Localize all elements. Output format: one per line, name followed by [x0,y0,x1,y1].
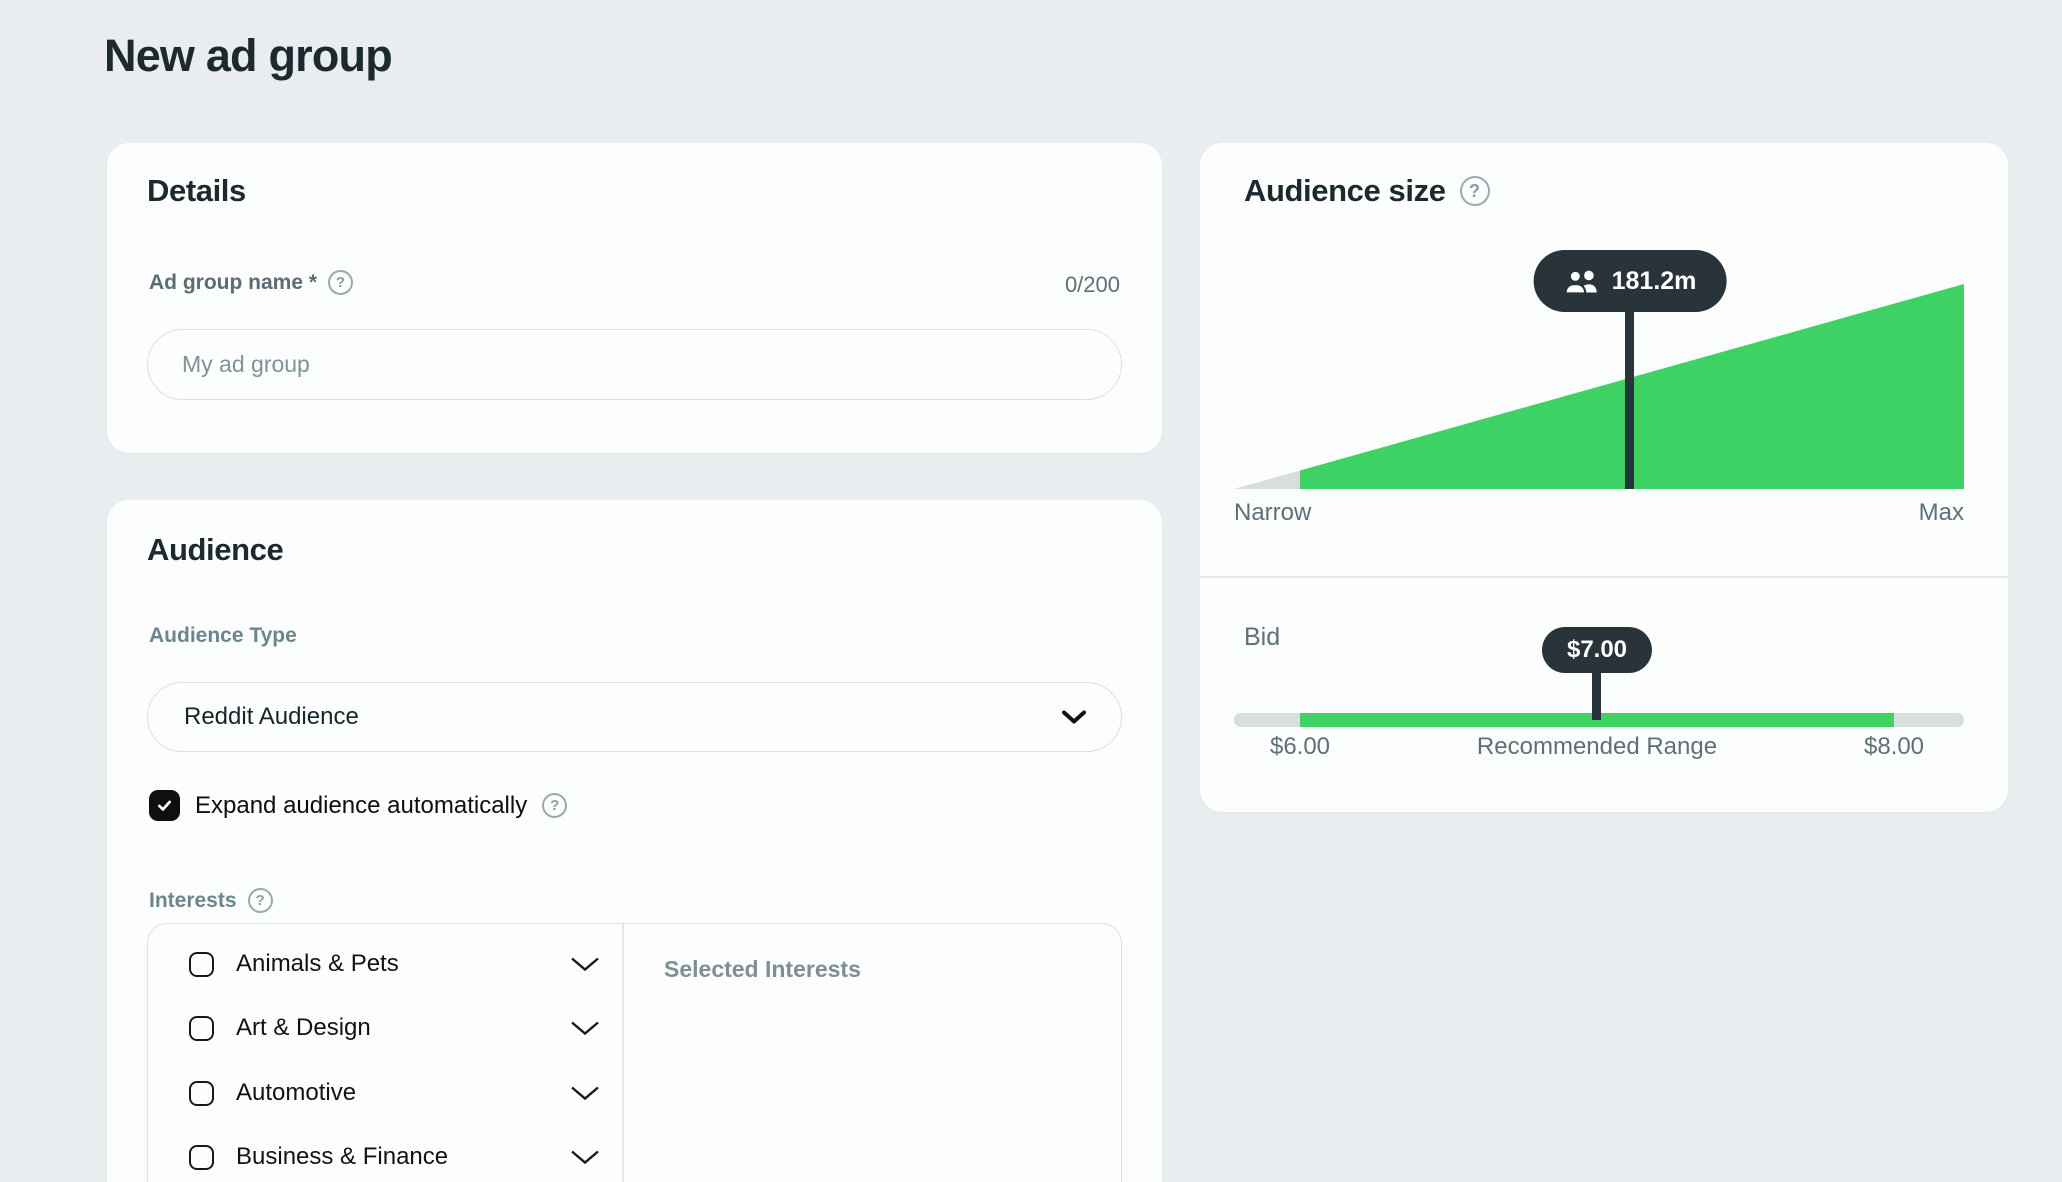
expand-audience-label: Expand audience automatically [195,791,528,819]
wedge-right-label: Max [1918,499,1964,526]
audience-card-title: Audience [147,532,284,567]
details-card: Details Ad group name * ? 0/200 [107,143,1162,453]
interest-label: Art & Design [236,1014,371,1041]
help-icon[interactable]: ? [542,793,568,818]
details-card-title: Details [147,173,246,208]
help-icon[interactable]: ? [247,888,273,913]
checkbox-unchecked-icon[interactable] [189,951,214,977]
adgroup-name-label: Ad group name * [149,270,318,294]
interest-row-animals-pets[interactable]: Animals & Pets [148,932,622,996]
interest-label: Automotive [236,1079,357,1106]
chevron-down-icon[interactable] [570,1086,600,1101]
chevron-down-icon[interactable] [570,957,600,972]
audience-card: Audience Audience Type Reddit Audience E… [107,500,1162,1182]
bid-label: Bid [1244,623,1281,651]
bid-value-pill: $7.00 [1541,627,1653,673]
interest-label: Animals & Pets [236,950,399,977]
audience-size-heading-row: Audience size ? [1244,173,1490,209]
bid-range-label: Recommended Range [1476,733,1718,760]
help-icon[interactable]: ? [328,270,354,295]
bid-recommended-range-bar [1300,713,1894,727]
chevron-down-icon[interactable] [570,1150,600,1165]
expand-audience-checkbox-row[interactable]: Expand audience automatically ? [149,790,568,821]
selected-interests-header: Selected Interests [664,956,861,982]
bid-min-label: $6.00 [1269,733,1331,760]
audience-size-marker[interactable] [1625,311,1634,489]
checkbox-unchecked-icon[interactable] [189,1144,214,1170]
audience-size-value-pill: 181.2m [1533,250,1727,312]
char-counter: 0/200 [1064,272,1120,297]
page-title: New ad group [104,30,393,81]
bid-max-label: $8.00 [1863,733,1925,760]
audience-size-card: Audience size ? 181.2m Narrow Max Bid $7… [1200,143,2008,812]
audience-size-wedge-chart [1234,284,1964,489]
audience-type-select[interactable]: Reddit Audience [147,682,1122,752]
interests-label-row: Interests ? [149,888,273,913]
chevron-down-icon [1061,710,1087,725]
checkbox-unchecked-icon[interactable] [189,1015,214,1041]
checkbox-unchecked-icon[interactable] [189,1080,214,1106]
bid-slider-track[interactable] [1234,713,1964,727]
audience-size-value: 181.2m [1611,266,1697,295]
interest-row-automotive[interactable]: Automotive [148,1061,622,1125]
chevron-down-icon[interactable] [570,1021,600,1036]
adgroup-name-label-row: Ad group name * ? [149,270,354,295]
audience-type-value: Reddit Audience [184,703,359,730]
interests-label: Interests [149,888,237,912]
interest-row-business-finance[interactable]: Business & Finance [148,1125,622,1182]
help-icon[interactable]: ? [1459,176,1490,206]
interest-label: Business & Finance [236,1143,449,1170]
checkbox-checked-icon[interactable] [149,790,180,821]
audience-type-label: Audience Type [149,624,297,647]
interest-row-art-design[interactable]: Art & Design [148,996,622,1060]
adgroup-name-input[interactable] [147,329,1122,400]
people-icon [1564,269,1597,294]
interests-panel-divider [622,924,624,1182]
audience-size-title: Audience size [1244,173,1446,208]
bid-value: $7.00 [1566,636,1628,663]
interests-panel: Animals & Pets Art & Design Automotive [147,923,1122,1182]
wedge-left-label: Narrow [1234,499,1312,526]
bid-slider-handle[interactable] [1592,673,1601,720]
card-divider [1200,576,2008,578]
